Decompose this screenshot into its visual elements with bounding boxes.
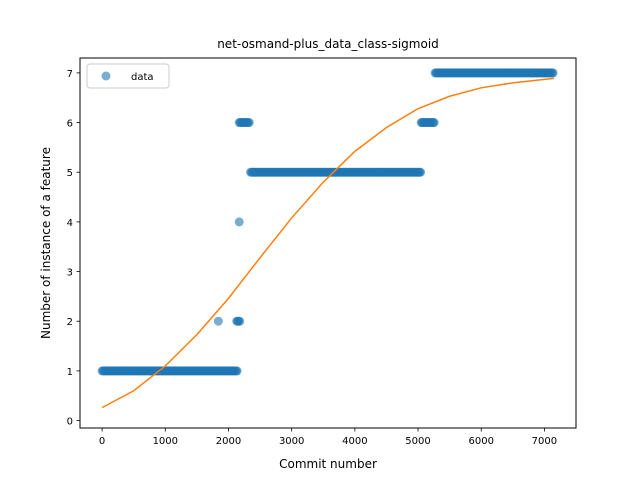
legend-box <box>86 63 170 89</box>
data-points-run <box>232 316 245 326</box>
data-points-run <box>246 167 426 177</box>
y-tick-label: 5 <box>67 168 73 179</box>
data-points-run <box>416 118 439 128</box>
x-axis-ticks: 0 1000 2000 3000 4000 5000 6000 7000 <box>99 428 557 447</box>
y-tick-label: 0 <box>67 417 73 428</box>
data-points-run <box>97 366 242 376</box>
legend-marker <box>101 71 111 81</box>
y-tick-label: 7 <box>67 69 73 80</box>
data-point <box>429 118 439 128</box>
x-tick-label: 0 <box>99 436 105 447</box>
axes-frame <box>79 57 577 429</box>
y-tick-label: 1 <box>67 367 73 378</box>
x-tick-label: 2000 <box>216 436 241 447</box>
x-axis-title: Commit number <box>279 457 377 471</box>
data-point <box>548 68 558 78</box>
legend-label-data: data <box>131 72 154 83</box>
x-tick-label: 3000 <box>279 436 304 447</box>
fit-line <box>101 77 554 409</box>
x-tick-label: 7000 <box>532 436 557 447</box>
data-point <box>232 366 242 376</box>
x-tick-label: 4000 <box>342 436 367 447</box>
data-point <box>235 316 245 326</box>
y-tick-label: 3 <box>67 268 73 279</box>
data-points-run <box>213 316 223 326</box>
data-point <box>234 217 244 227</box>
x-tick-label: 6000 <box>468 436 493 447</box>
data-points-run <box>430 68 558 78</box>
data-point <box>213 316 223 326</box>
y-tick-label: 2 <box>67 317 73 328</box>
data-points-run <box>234 118 254 128</box>
y-tick-label: 4 <box>67 218 73 229</box>
chart-title: net-osmand-plus_data_class-sigmoid <box>217 37 439 51</box>
data-point <box>244 118 254 128</box>
y-tick-label: 6 <box>67 119 73 130</box>
plot-area <box>97 68 558 409</box>
data-point <box>416 167 426 177</box>
x-tick-label: 5000 <box>405 436 430 447</box>
y-axis-ticks: 0 1 2 3 4 5 6 7 <box>67 69 80 428</box>
y-axis-title: Number of instance of a feature <box>39 147 53 339</box>
data-points-run <box>234 217 244 227</box>
x-tick-label: 1000 <box>153 436 178 447</box>
legend: data <box>86 63 170 89</box>
